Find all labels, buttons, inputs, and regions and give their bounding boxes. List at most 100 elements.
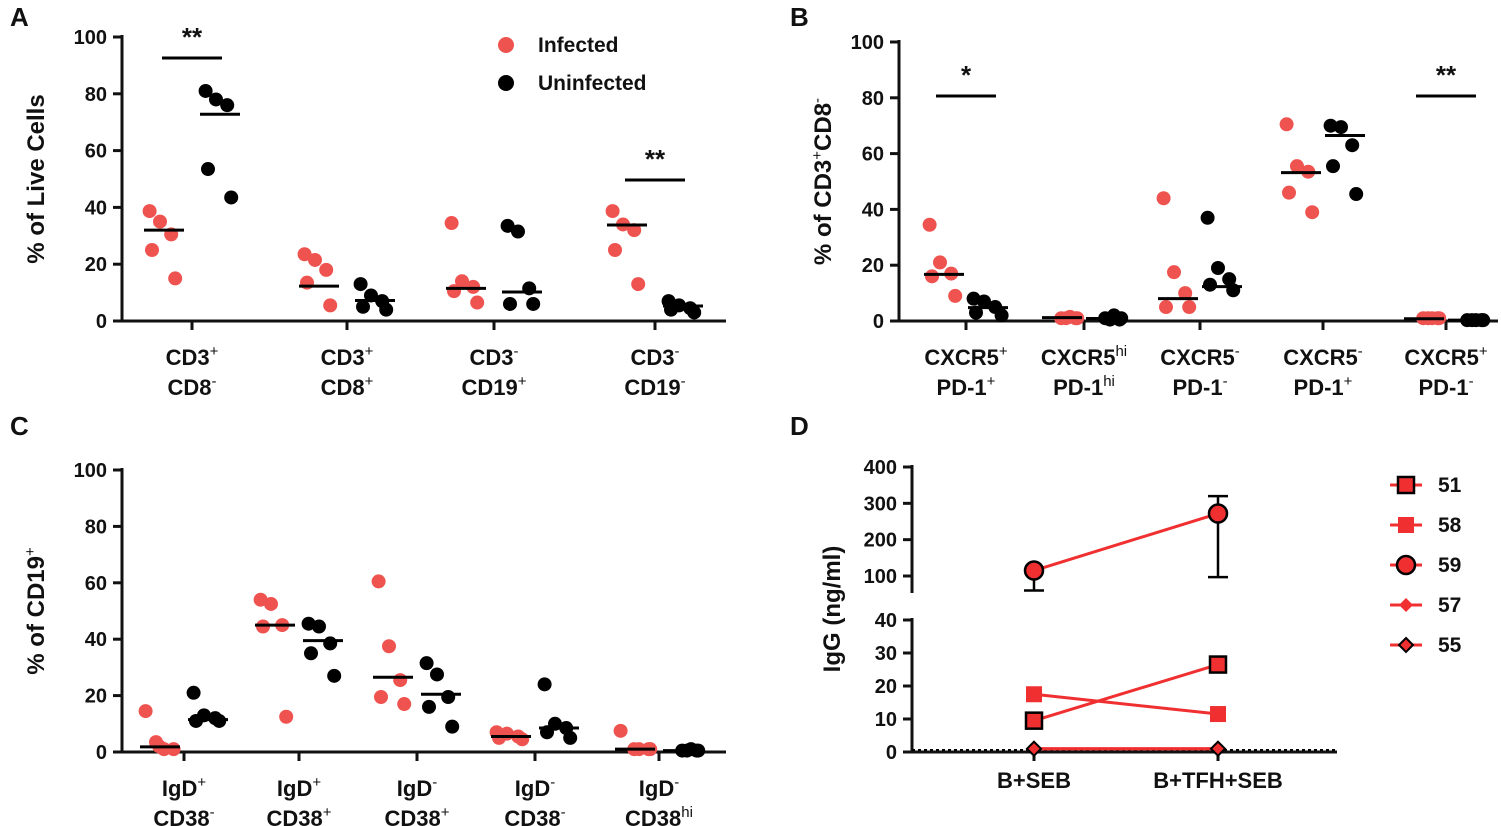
panel-a-ytick-label: 40	[85, 197, 107, 219]
panel-b-point-uninfected	[969, 305, 983, 320]
panel-b-point-infected	[1178, 286, 1193, 301]
panel-a-point-infected	[444, 216, 459, 231]
panel-c-point-uninfected	[186, 685, 201, 700]
panel-d-ytick-label: 100	[864, 566, 897, 588]
legend-marker-59	[1395, 554, 1417, 576]
panel-b-category-line1: CXCR5+	[1404, 343, 1488, 370]
panel-b-sig-label: **	[1436, 60, 1457, 90]
panel-c-point-uninfected	[312, 619, 326, 634]
panel-c-category-line1-sup: +	[197, 774, 206, 791]
panel-a-point-uninfected	[379, 302, 394, 317]
legend-label-55: 55	[1438, 634, 1462, 657]
panel-a-category-line2: CD19+	[461, 373, 526, 400]
panel-a-category-line1: CD3-	[630, 343, 679, 370]
legend-marker-infected	[498, 37, 514, 53]
panel-d-marker-59	[1023, 560, 1045, 581]
panel-a-point-infected	[605, 204, 620, 219]
panel-b-point-uninfected	[1326, 159, 1340, 174]
panel-a-point-infected	[447, 284, 461, 299]
panel-a-sig-label: **	[182, 22, 203, 52]
panel-b-point-uninfected	[1200, 210, 1215, 225]
panel-b-point-infected	[1182, 300, 1197, 315]
panel-b-point-infected	[925, 269, 939, 284]
panel-c-letter: C	[10, 411, 29, 441]
panel-a-letter: A	[10, 2, 29, 32]
panel-d-line-59	[1033, 512, 1219, 572]
panel-d-letter: D	[790, 411, 809, 441]
panel-c-category-line2-base: CD38	[504, 806, 560, 826]
panel-a-category-line2-sup: -	[212, 373, 217, 390]
panel-d-marker-58	[1210, 706, 1226, 723]
panel-d-category-label: B+TFH+SEB	[1153, 768, 1283, 793]
panel-b-ytick-label: 60	[862, 144, 884, 166]
panel-c-category-line2-sup: -	[210, 804, 215, 821]
panel-d-ytick-label: 10	[875, 709, 897, 731]
panel-b-point-uninfected	[1222, 272, 1237, 287]
panel-c-category-line1: IgD-	[639, 774, 679, 801]
legend-marker-58	[1398, 517, 1414, 533]
panel-b-category-line1: CXCR5-	[1160, 343, 1240, 370]
panel-c-category-line2: CD38+	[266, 804, 331, 826]
panel-c-category-line2-base: CD38	[384, 806, 440, 826]
panel-c-category-line1-sup: +	[312, 774, 321, 791]
panel-a-point-uninfected	[353, 277, 368, 292]
panel-a-y-label-text: % of Live Cells	[23, 94, 50, 263]
legend-label-51: 51	[1438, 474, 1462, 497]
panel-c-point-infected	[371, 574, 386, 589]
panel-b-ytick-label: 100	[851, 32, 884, 54]
panel-a-ytick-label: 60	[85, 141, 107, 163]
legend-label-59: 59	[1438, 554, 1461, 577]
panel-a-point-infected	[608, 243, 622, 257]
panel-b-category-line1-sup: +	[1479, 343, 1488, 360]
panel-d-ytick-label: 300	[864, 493, 897, 515]
panel-d-y-label: IgG (ng/ml)	[819, 546, 846, 673]
panel-a-category-line2-sup: +	[365, 373, 374, 390]
panel-d-ytick-label: 200	[864, 530, 897, 552]
panel-b-ytick-label: 40	[862, 199, 884, 221]
panel-a-category-line2: CD8+	[321, 373, 374, 400]
panel-b-category-line1: CXCR5-	[1283, 343, 1363, 370]
panel-c-category-line2: CD38hi	[625, 804, 693, 826]
panel-d-category-label: B+SEB	[997, 768, 1071, 793]
panel-c-y-label-sup1: +	[22, 547, 39, 556]
panel-d-marker-55	[1025, 740, 1043, 758]
panel-d-marker-51	[1208, 655, 1228, 674]
panel-c-category-line1-base: IgD	[397, 776, 432, 801]
panel-c-category-line1-base: IgD	[162, 776, 197, 801]
panel-a-y-label: % of Live Cells	[23, 94, 50, 263]
panel-d-ytick-label: 0	[886, 742, 897, 764]
panel-a-category-line1: CD3+	[321, 343, 374, 370]
panel-a-sig-label: **	[645, 144, 666, 174]
panel-c-point-uninfected	[441, 690, 456, 705]
panel-c-point-infected	[613, 723, 628, 738]
panel-c-category-line2-sup: -	[561, 804, 566, 821]
panel-c-category-line1-sup: -	[674, 774, 679, 791]
panel-c-point-uninfected	[419, 656, 434, 671]
panel-b-point-uninfected	[1323, 118, 1338, 133]
panel-a-point-infected	[627, 223, 642, 238]
panel-b-category-line2: PD-1hi	[1053, 373, 1115, 400]
panel-a-point-infected	[631, 277, 646, 292]
panel-c-y-label: % of CD19+	[22, 547, 50, 675]
panel-a-point-uninfected	[220, 98, 235, 113]
panel-b-category-line2-base: PD-1	[1418, 375, 1468, 400]
panel-c-point-infected	[374, 690, 388, 705]
panel-b-category-line2: PD-1+	[1294, 373, 1353, 400]
panel-c-ytick-label: 100	[74, 460, 107, 482]
panel-b-point-infected	[1156, 191, 1171, 206]
panel-a-point-infected	[153, 214, 167, 229]
panel-d-line-51	[1033, 663, 1219, 723]
panel-b-ytick-label: 0	[873, 311, 884, 333]
panel-b-category-line1-sup: hi	[1115, 343, 1127, 360]
panel-c-point-infected	[279, 709, 294, 724]
legend-label-infected: Infected	[538, 34, 619, 57]
panel-a-category-line2-sup: -	[681, 373, 686, 390]
panel-c-category-line2-base: CD38	[625, 806, 681, 826]
panel-a-category-line2-base: CD8	[167, 375, 211, 400]
panel-c-point-uninfected	[304, 646, 318, 661]
panel-b-category-line2-sup: +	[987, 373, 996, 390]
panel-a-point-uninfected	[201, 162, 215, 177]
panel-b-category-line2-sup: -	[1223, 373, 1228, 390]
panel-a-ytick-label: 80	[85, 84, 107, 106]
